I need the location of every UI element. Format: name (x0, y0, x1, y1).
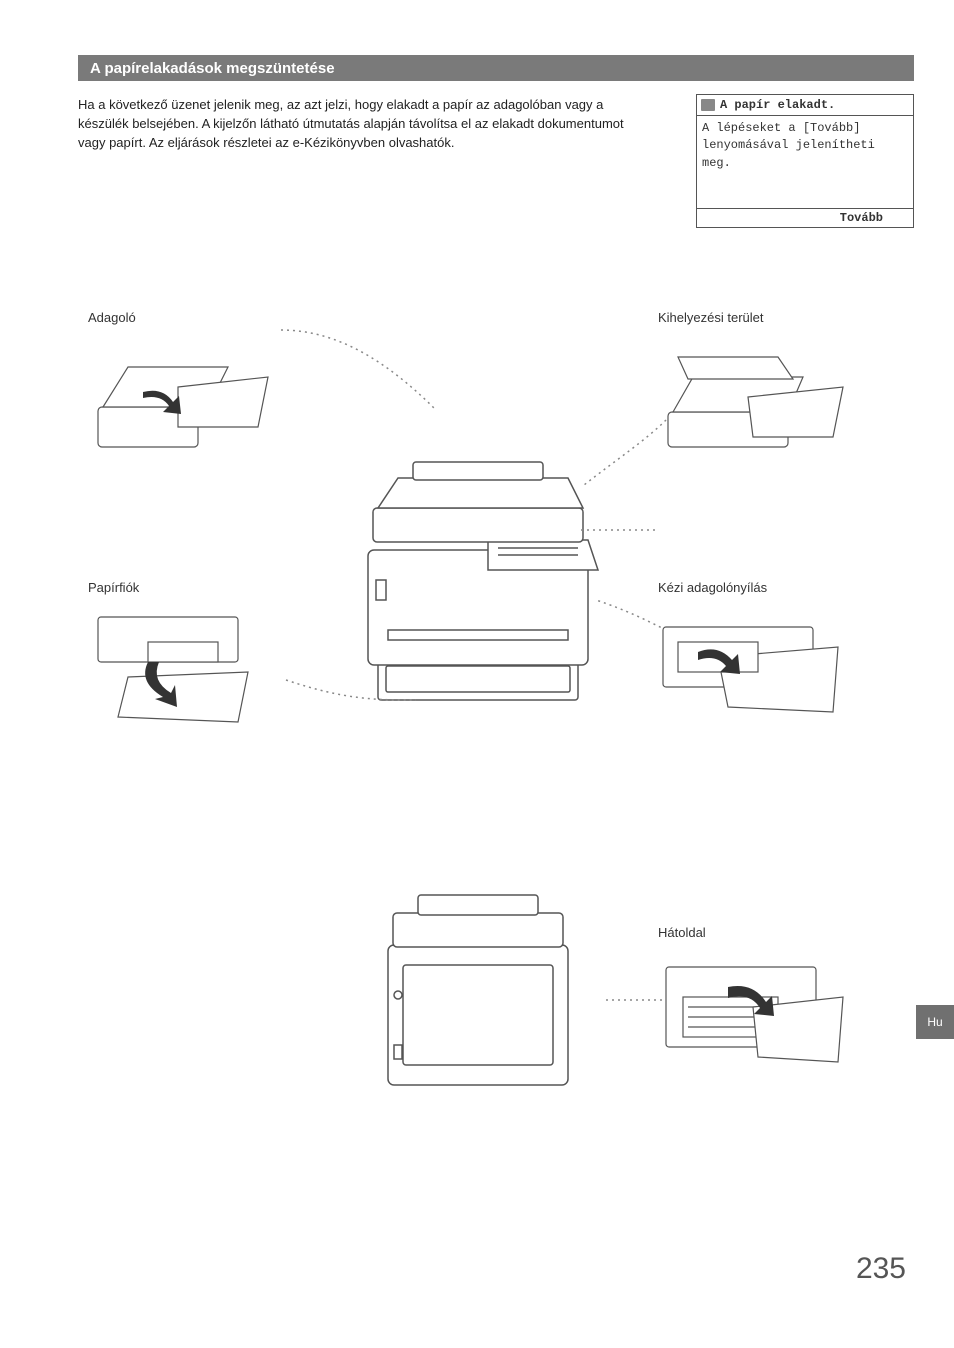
section-header: A papírelakadások megszüntetése (78, 55, 914, 81)
lcd-title-text: A papír elakadt. (720, 98, 835, 112)
lcd-next-button: Tovább (840, 211, 883, 225)
thumb-manual (658, 607, 848, 727)
section-title: A papírelakadások megszüntetése (90, 60, 335, 77)
thumb-output (658, 337, 848, 457)
lcd-body: A lépéseket a [Tovább] lenyomásával jele… (697, 116, 913, 208)
label-manual: Kézi adagolónyílás (658, 580, 858, 595)
label-output: Kihelyezési terület (658, 310, 858, 325)
label-drawer: Papírfiók (88, 580, 288, 595)
lcd-screenshot: A papír elakadt. A lépéseket a [Tovább] … (696, 94, 914, 228)
language-tab: Hu (916, 1005, 954, 1039)
callout-feeder: Adagoló (88, 310, 288, 462)
lcd-footer: Tovább (697, 208, 913, 227)
thumb-feeder (88, 337, 278, 457)
thumb-drawer (88, 607, 278, 727)
label-backside: Hátoldal (658, 925, 858, 940)
callout-drawer: Papírfiók (88, 580, 288, 732)
thumb-backside (658, 952, 848, 1072)
language-code: Hu (927, 1015, 942, 1029)
warning-icon (701, 99, 715, 111)
page-number: 235 (856, 1252, 906, 1286)
lcd-line-2: lenyomásával jelenítheti meg. (702, 137, 908, 172)
callout-output: Kihelyezési terület (658, 310, 858, 462)
callout-manual: Kézi adagolónyílás (658, 580, 858, 732)
intro-paragraph: Ha a következő üzenet jelenik meg, az az… (78, 96, 638, 153)
callout-backside: Hátoldal (658, 925, 858, 1077)
diagram-area: Adagoló Kihelyezési terület Papírfiók Ké… (78, 300, 914, 1100)
lcd-line-1: A lépéseket a [Tovább] (702, 120, 908, 137)
label-feeder: Adagoló (88, 310, 288, 325)
lcd-title-bar: A papír elakadt. (697, 95, 913, 116)
